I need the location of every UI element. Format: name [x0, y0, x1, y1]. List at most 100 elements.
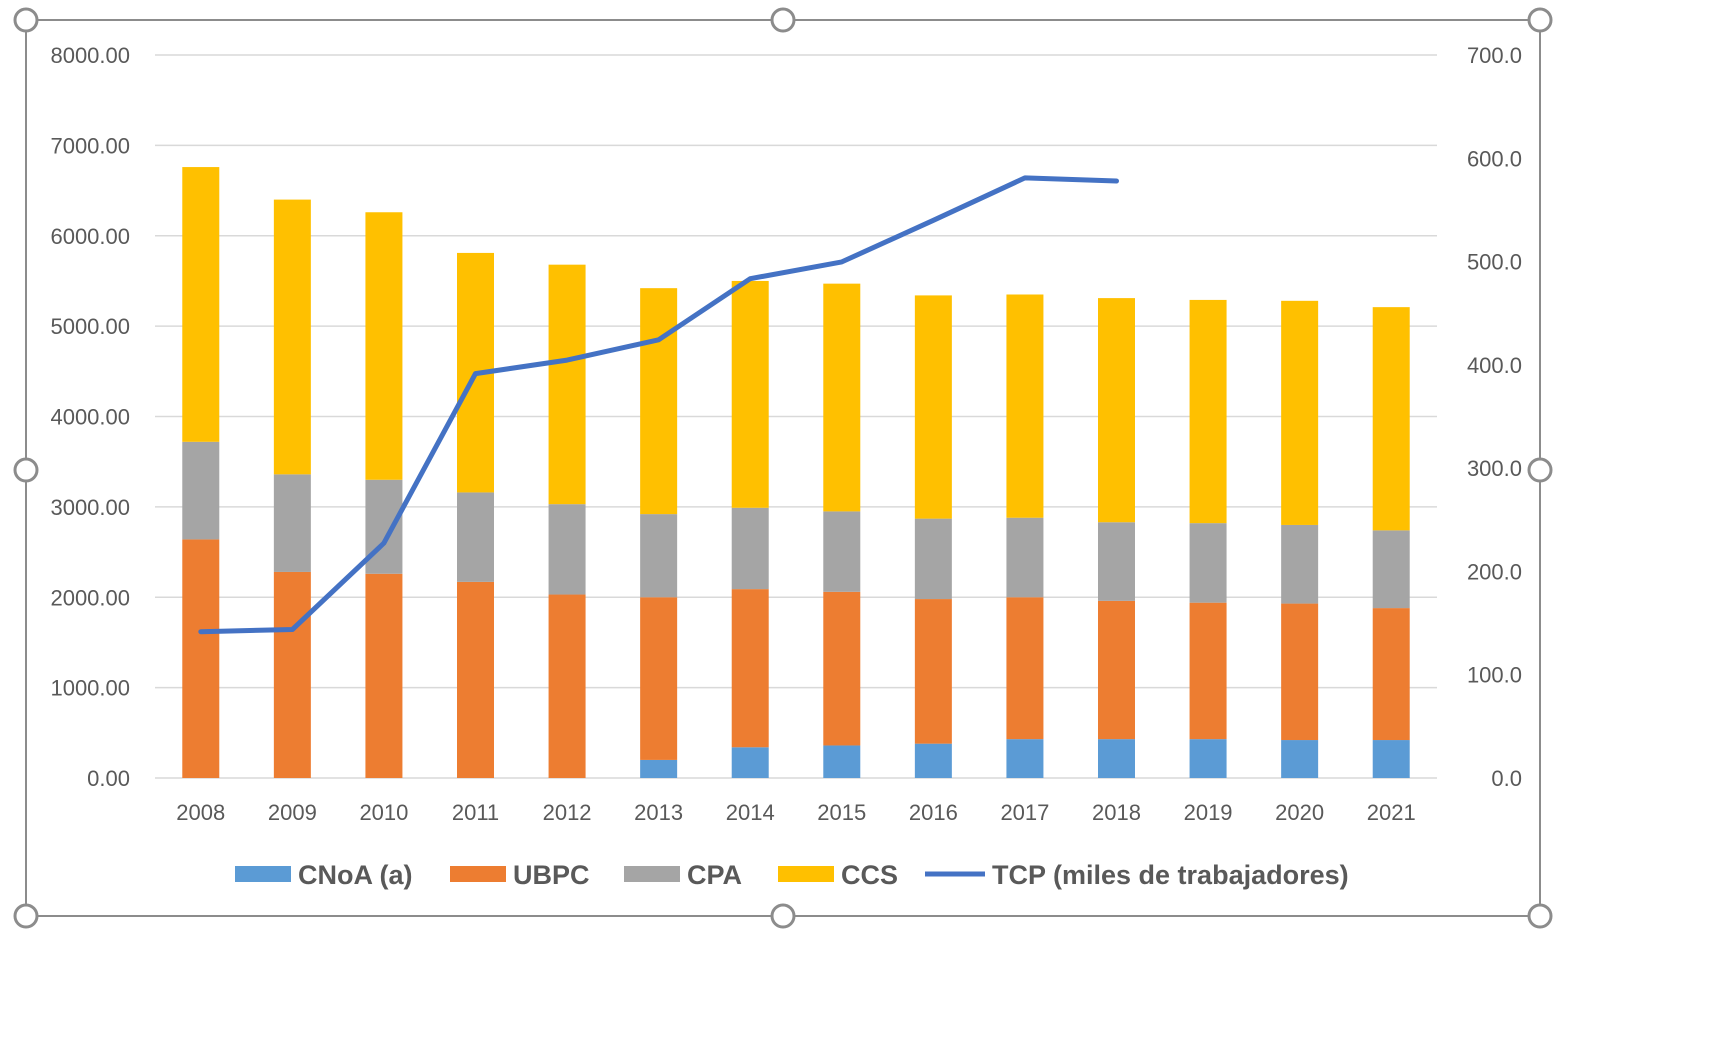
bar-cpa	[640, 514, 678, 598]
legend-swatch-ubpc	[450, 866, 506, 882]
bar-cpa	[1281, 524, 1319, 604]
y-axis-right: 0.0 100.0 200.0 300.0 400.0 500.0 600.0 700.0	[1467, 43, 1522, 791]
bar-ubpc	[1098, 600, 1135, 740]
bar-ubpc	[365, 573, 403, 778]
resize-handle	[1527, 903, 1553, 929]
bar-cnoa	[1281, 740, 1319, 778]
bar-cnoa	[731, 747, 769, 778]
bar-ccs	[1372, 307, 1410, 531]
bar-ubpc	[1189, 602, 1227, 740]
bar-ccs	[1189, 299, 1227, 524]
legend-swatch-cnoa	[235, 866, 291, 882]
bar-cnoa	[1189, 739, 1227, 778]
y-right-tick-label: 600.0	[1467, 146, 1522, 171]
bar-ccs	[914, 295, 952, 519]
bar-ccs	[182, 167, 220, 442]
bar-cnoa	[1006, 739, 1044, 778]
x-tick-label: 2018	[1092, 800, 1141, 825]
x-tick-label: 2015	[817, 800, 866, 825]
resize-handle	[13, 7, 39, 33]
bar-series	[182, 167, 1410, 778]
bar-ccs	[1006, 294, 1044, 518]
x-tick-label: 2014	[726, 800, 775, 825]
bar-ubpc	[1006, 597, 1044, 740]
bar-ubpc	[640, 597, 678, 760]
y-right-tick-label: 400.0	[1467, 353, 1522, 378]
bar-cnoa	[1098, 739, 1135, 778]
x-tick-label: 2019	[1184, 800, 1233, 825]
bar-cnoa	[914, 743, 952, 778]
bar-ccs	[548, 264, 586, 505]
bar-cpa	[182, 441, 220, 540]
x-tick-label: 2010	[359, 800, 408, 825]
bar-cpa	[1372, 530, 1410, 609]
bar-ccs	[731, 280, 769, 508]
resize-handle	[770, 903, 796, 929]
bar-cpa	[823, 511, 861, 592]
bar-ubpc	[457, 581, 494, 778]
bar-cnoa	[640, 759, 678, 778]
x-tick-label: 2012	[543, 800, 592, 825]
legend-label-cnoa: CNoA (a)	[298, 860, 413, 890]
legend-swatch-cpa	[624, 866, 680, 882]
y-left-tick-label: 1000.00	[50, 676, 130, 701]
legend-swatch-ccs	[778, 866, 834, 882]
x-tick-label: 2008	[176, 800, 225, 825]
bar-ccs	[273, 199, 311, 475]
bar-cpa	[914, 518, 952, 600]
bar-ubpc	[914, 599, 952, 744]
gridlines	[155, 54, 1437, 779]
bar-ccs	[823, 283, 861, 512]
bar-cpa	[365, 479, 403, 574]
line-tcp	[198, 175, 1119, 635]
bar-cnoa	[1372, 740, 1410, 778]
bar-cpa	[1098, 522, 1135, 601]
resize-handle	[13, 457, 39, 483]
y-right-tick-label: 0.0	[1491, 766, 1522, 791]
resize-handle	[1527, 457, 1553, 483]
y-left-tick-label: 4000.00	[50, 405, 130, 430]
legend-label-ubpc: UBPC	[513, 860, 590, 890]
resize-handle	[770, 7, 796, 33]
bar-ubpc	[823, 591, 861, 746]
y-right-tick-label: 100.0	[1467, 663, 1522, 688]
legend-label-ccs: CCS	[841, 860, 898, 890]
x-tick-label: 2016	[909, 800, 958, 825]
x-tick-label: 2017	[1000, 800, 1049, 825]
y-left-tick-label: 8000.00	[50, 43, 130, 68]
bar-cpa	[548, 504, 586, 595]
y-right-tick-label: 300.0	[1467, 456, 1522, 481]
bar-cpa	[731, 507, 769, 590]
bar-ubpc	[1372, 608, 1410, 741]
y-axis-left: 0.00 1000.00 2000.00 3000.00 4000.00 5000.00 6…	[50, 43, 130, 791]
bar-ubpc	[1281, 603, 1319, 741]
line-series	[198, 175, 1119, 635]
y-left-tick-label: 0.00	[87, 766, 130, 791]
bar-ccs	[1281, 300, 1319, 525]
y-right-tick-label: 500.0	[1467, 250, 1522, 275]
legend-label-tcp: TCP (miles de trabajadores)	[992, 860, 1349, 890]
resize-handle	[13, 903, 39, 929]
bar-cpa	[1189, 523, 1227, 603]
bar-ubpc	[548, 594, 586, 778]
bar-ubpc	[182, 539, 220, 778]
y-right-tick-label: 200.0	[1467, 559, 1522, 584]
y-left-tick-label: 5000.00	[50, 314, 130, 339]
x-tick-label: 2011	[452, 800, 499, 825]
bar-cpa	[1006, 517, 1044, 598]
x-tick-label: 2009	[268, 800, 317, 825]
y-left-tick-label: 2000.00	[50, 585, 130, 610]
y-left-tick-label: 6000.00	[50, 224, 130, 249]
bar-cpa	[273, 474, 311, 572]
bar-ccs	[1098, 298, 1135, 523]
legend-label-cpa: CPA	[687, 860, 742, 890]
y-left-tick-label: 3000.00	[50, 495, 130, 520]
legend: CNoA (a) UBPC CPA CCS TCP (miles de trabajad…	[235, 860, 1349, 890]
bar-ccs	[365, 212, 403, 480]
y-left-tick-label: 7000.00	[50, 133, 130, 158]
y-right-tick-label: 700.0	[1467, 43, 1522, 68]
bar-cpa	[457, 492, 494, 582]
bar-ccs	[640, 288, 678, 515]
